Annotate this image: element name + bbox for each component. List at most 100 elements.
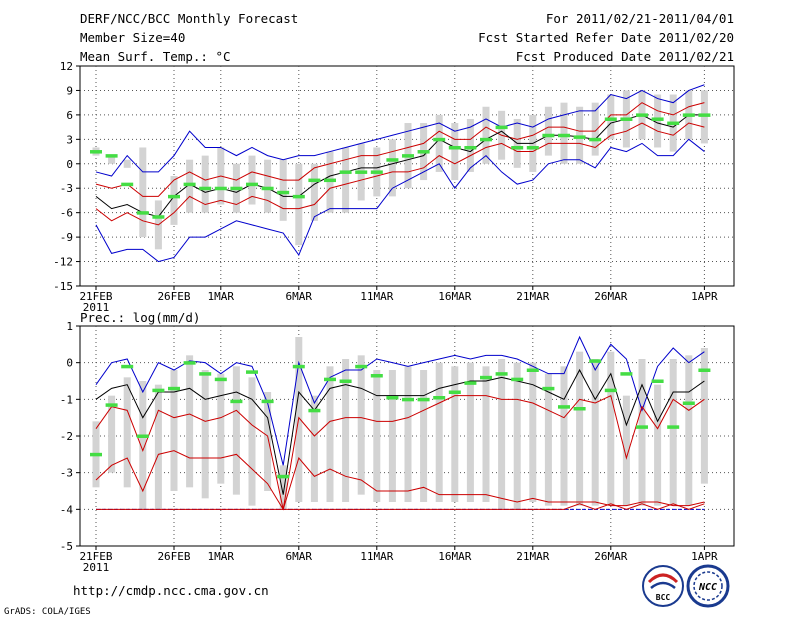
temp-mark-19 (386, 158, 399, 162)
temp-xtick-label: 1MAR (208, 290, 235, 303)
temp-mark-27 (511, 145, 524, 150)
temp-mark-17 (355, 170, 368, 174)
bcc-logo-text: BCC (656, 593, 671, 602)
prec-mark-3 (136, 434, 149, 438)
temp-mark-10 (246, 182, 258, 187)
prec-box-3 (139, 381, 147, 510)
prec-year-label: 2011 (83, 561, 110, 574)
prec-mark-19 (386, 396, 399, 400)
prec-box-38 (685, 355, 693, 506)
prec-mark-37 (667, 425, 680, 429)
temp-ytick-label: -15 (53, 280, 73, 293)
temp-box-24 (466, 118, 474, 172)
prec-box-36 (654, 384, 662, 506)
grads-credit: GrADS: COLA/IGES (4, 607, 91, 617)
prec-series-2 (95, 368, 705, 495)
prec-box-2 (123, 377, 131, 488)
prec-series-4 (96, 503, 705, 510)
prec-box-16 (342, 359, 350, 502)
temp-ytick-label: -6 (60, 207, 73, 220)
temp-box-6 (186, 159, 194, 213)
prec-box-14 (310, 395, 318, 502)
prec-mark-10 (246, 370, 258, 374)
prec-mark-38 (682, 401, 695, 405)
temp-mark-9 (230, 186, 243, 191)
temp-mark-33 (604, 117, 617, 121)
prec-mark-21 (417, 397, 430, 402)
temp-mark-30 (558, 133, 570, 138)
temp-box-32 (591, 102, 599, 156)
prec-series-3 (95, 450, 705, 511)
prec-mark-13 (292, 364, 305, 369)
prec-box-15 (326, 366, 334, 502)
temp-series-4 (95, 138, 705, 263)
prec-ytick-label: -3 (60, 467, 73, 480)
prec-box-24 (466, 362, 474, 502)
header-member-size: Member Size=40 (80, 30, 185, 45)
header-period: For 2011/02/21-2011/04/01 (546, 11, 734, 26)
prec-mark-28 (526, 368, 539, 372)
header-variable: Mean Surf. Temp.: °C (80, 49, 231, 64)
temp-box-31 (576, 106, 584, 164)
prec-mark-6 (183, 361, 196, 365)
temp-box-12 (279, 159, 287, 221)
temp-mark-6 (183, 182, 196, 187)
prec-mark-9 (230, 399, 243, 404)
temp-box-7 (201, 155, 209, 213)
temp-box-19 (388, 139, 396, 197)
prec-mark-25 (480, 375, 492, 380)
temp-ytick-label: 6 (66, 109, 73, 122)
temp-mark-34 (620, 117, 633, 121)
prec-mark-14 (308, 408, 321, 413)
prec-mark-2 (121, 364, 134, 369)
prec-mark-23 (448, 390, 461, 394)
temp-mark-39 (698, 113, 711, 117)
temp-mark-36 (651, 117, 664, 121)
prec-mark-18 (370, 374, 383, 378)
prec-box-10 (248, 377, 256, 506)
temp-ytick-label: 3 (66, 133, 73, 146)
temp-ytick-label: -9 (60, 231, 73, 244)
header-produced-date: Fcst Produced Date 2011/02/21 (516, 49, 734, 64)
temp-mark-8 (214, 186, 227, 191)
prec-box-8 (217, 373, 225, 484)
prec-mark-17 (355, 364, 368, 369)
bcc-logo: BCC (642, 565, 684, 607)
temp-mark-22 (433, 137, 446, 142)
temp-xtick-label: 21FEB (79, 290, 112, 303)
temp-box-33 (607, 94, 615, 140)
temp-series-3 (95, 122, 705, 226)
prec-ytick-label: 1 (66, 320, 73, 333)
prec-mark-15 (324, 377, 336, 382)
prec-xtick-label: 6MAR (286, 550, 313, 563)
temp-box-1 (108, 155, 116, 164)
prec-mark-32 (589, 359, 602, 363)
prec-series-1 (95, 394, 705, 510)
header-title: DERF/NCC/BCC Monthly Forecast (80, 11, 298, 26)
prec-box-26 (498, 359, 506, 510)
temp-year-label: 2011 (83, 301, 110, 314)
prec-ytick-label: 0 (66, 357, 73, 370)
temp-box-39 (700, 90, 708, 144)
prec-box-25 (482, 366, 490, 502)
footer-url[interactable]: http://cmdp.ncc.cma.gov.cn (73, 583, 269, 598)
prec-mark-12 (277, 474, 290, 479)
prec-mark-31 (573, 407, 586, 411)
temp-mark-38 (682, 113, 695, 117)
temp-box-5 (170, 176, 178, 225)
temp-mark-13 (292, 194, 305, 199)
temp-mark-23 (448, 145, 461, 150)
prec-mark-27 (511, 377, 524, 382)
prec-box-39 (700, 348, 708, 484)
ncc-logo: NCC (686, 564, 730, 608)
prec-mark-8 (214, 377, 227, 382)
prec-box-28 (529, 362, 537, 502)
prec-box-35 (638, 359, 646, 506)
temp-box-29 (544, 106, 552, 156)
temp-box-30 (560, 102, 568, 164)
temp-box-10 (248, 155, 256, 205)
prec-box-30 (560, 366, 568, 506)
prec-box-18 (373, 370, 381, 502)
temp-mark-5 (168, 194, 180, 199)
prec-box-9 (232, 366, 240, 495)
